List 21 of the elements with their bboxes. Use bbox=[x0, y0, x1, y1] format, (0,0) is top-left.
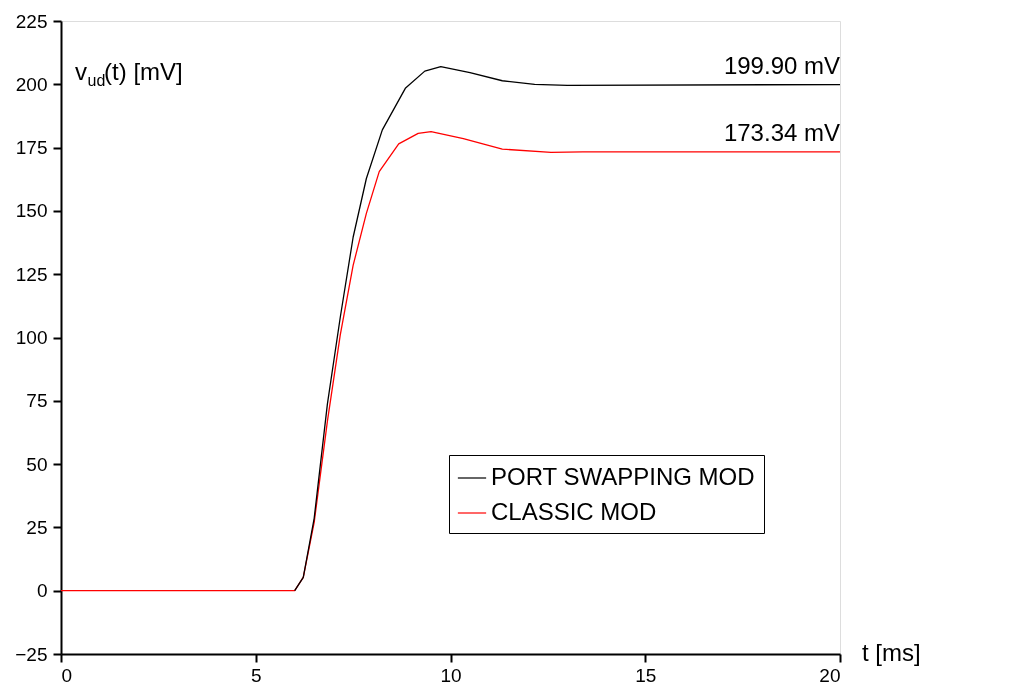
annotation: 199.90 mV bbox=[723, 51, 840, 79]
x-tick-label: 15 bbox=[635, 664, 657, 686]
y-tick-label: 175 bbox=[15, 137, 48, 159]
legend-label: PORT SWAPPING MOD bbox=[491, 463, 755, 490]
y-tick-label: 25 bbox=[26, 516, 48, 538]
x-tick-label: 10 bbox=[440, 664, 462, 686]
x-axis-title: t [ms] bbox=[862, 639, 921, 666]
legend-label: CLASSIC MOD bbox=[491, 498, 657, 525]
y-tick-label: 200 bbox=[15, 73, 48, 95]
annotation: 173.34 mV bbox=[723, 118, 840, 146]
x-tick-label: 20 bbox=[819, 664, 841, 686]
y-tick-label: 0 bbox=[36, 580, 48, 602]
y-tick-label: 75 bbox=[26, 390, 48, 412]
x-tick-label: 5 bbox=[250, 664, 262, 686]
y-tick-label: 125 bbox=[15, 263, 48, 285]
y-tick-label: −25 bbox=[15, 643, 48, 665]
y-tick-label: 50 bbox=[26, 453, 48, 475]
x-tick-label: 0 bbox=[61, 664, 73, 686]
y-tick-label: 100 bbox=[15, 327, 48, 348]
y-tick-label: 225 bbox=[15, 10, 48, 32]
y-tick-label: 150 bbox=[15, 200, 48, 222]
